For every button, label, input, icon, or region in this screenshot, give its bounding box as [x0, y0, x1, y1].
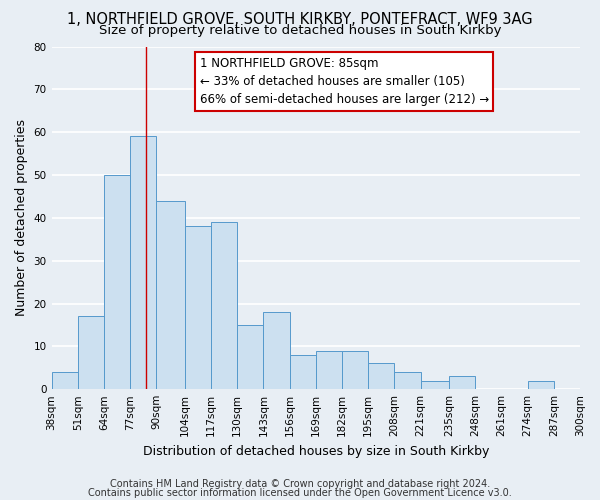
Y-axis label: Number of detached properties: Number of detached properties: [15, 120, 28, 316]
Bar: [157, 200, 185, 389]
Bar: [185, 226, 211, 389]
Bar: [527, 380, 554, 389]
Bar: [78, 316, 104, 389]
Bar: [394, 372, 421, 389]
Bar: [237, 325, 263, 389]
Bar: [104, 175, 130, 389]
Text: Contains HM Land Registry data © Crown copyright and database right 2024.: Contains HM Land Registry data © Crown c…: [110, 479, 490, 489]
Text: Contains public sector information licensed under the Open Government Licence v3: Contains public sector information licen…: [88, 488, 512, 498]
Bar: [580, 385, 600, 389]
X-axis label: Distribution of detached houses by size in South Kirkby: Distribution of detached houses by size …: [143, 444, 489, 458]
Text: 1, NORTHFIELD GROVE, SOUTH KIRKBY, PONTEFRACT, WF9 3AG: 1, NORTHFIELD GROVE, SOUTH KIRKBY, PONTE…: [67, 12, 533, 28]
Bar: [130, 136, 157, 389]
Bar: [316, 350, 342, 389]
Bar: [449, 376, 475, 389]
Bar: [421, 380, 449, 389]
Bar: [368, 364, 394, 389]
Text: 1 NORTHFIELD GROVE: 85sqm
← 33% of detached houses are smaller (105)
66% of semi: 1 NORTHFIELD GROVE: 85sqm ← 33% of detac…: [200, 57, 489, 106]
Bar: [211, 222, 237, 389]
Text: Size of property relative to detached houses in South Kirkby: Size of property relative to detached ho…: [99, 24, 501, 37]
Bar: [342, 350, 368, 389]
Bar: [263, 312, 290, 389]
Bar: [52, 372, 78, 389]
Bar: [290, 355, 316, 389]
